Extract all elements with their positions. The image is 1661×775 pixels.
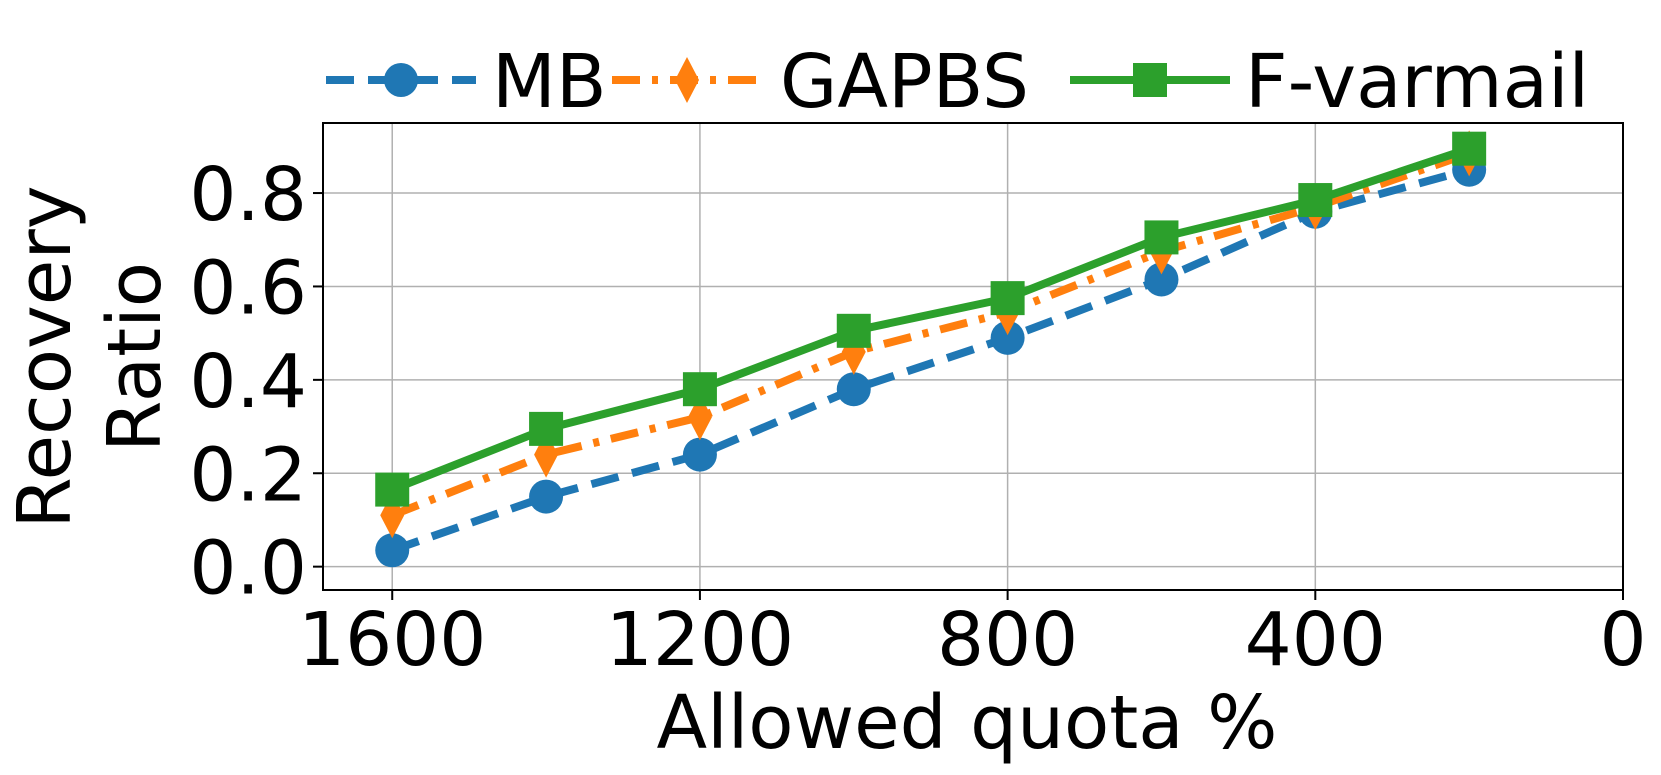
data-point-f-varmail	[375, 472, 410, 507]
legend-item-mb: MB	[326, 39, 607, 125]
data-point-f-varmail	[990, 281, 1025, 316]
legend-label-gapbs: GAPBS	[780, 39, 1029, 125]
legend-marker-mb	[384, 63, 418, 97]
data-point-mb	[375, 533, 410, 568]
series-line-gapbs	[390, 149, 1471, 520]
legend-label-f-varmail: F-varmail	[1245, 39, 1589, 125]
data-point-f-varmail	[1144, 220, 1179, 255]
data-point-mb	[836, 372, 871, 407]
plot-frame	[322, 122, 1624, 591]
series-line-mb	[390, 165, 1471, 555]
legend-marker-f-varmail	[1133, 63, 1167, 97]
legend-label-mb: MB	[492, 39, 607, 125]
y-axis-title-line2: Ratio	[92, 262, 178, 452]
y-tick-label: 0.4	[189, 339, 307, 425]
y-axis-title-line1: Recovery	[2, 185, 88, 528]
data-point-mb	[990, 320, 1025, 355]
x-tick-label: 1600	[298, 597, 486, 683]
data-point-mb	[682, 437, 717, 472]
data-point-f-varmail	[836, 313, 871, 348]
y-tick-label: 0.0	[189, 526, 307, 612]
x-axis-title: Allowed quota %	[657, 680, 1278, 766]
legend-item-f-varmail: F-varmail	[1070, 39, 1589, 125]
y-tick-label: 0.2	[189, 432, 307, 518]
x-tick-label: 400	[1245, 597, 1386, 683]
x-tick-label: 0	[1599, 597, 1646, 683]
y-axis-ticks: 0.00.20.40.60.8	[189, 152, 323, 612]
data-point-f-varmail	[529, 411, 564, 446]
data-point-f-varmail	[1298, 183, 1333, 218]
data-point-f-varmail	[1452, 131, 1487, 166]
legend: MB GAPBS F-varmail	[326, 39, 1589, 125]
series-f-varmail	[375, 131, 1487, 507]
data-point-gapbs	[380, 492, 405, 539]
series-line-f-varmail	[390, 144, 1471, 494]
x-tick-label: 1200	[606, 597, 794, 683]
legend-item-gapbs: GAPBS	[612, 39, 1029, 125]
data-point-mb	[1144, 262, 1179, 297]
data-point-f-varmail	[682, 372, 717, 407]
y-tick-label: 0.8	[189, 152, 307, 238]
y-tick-label: 0.6	[189, 245, 307, 331]
x-tick-label: 800	[937, 597, 1078, 683]
data-point-mb	[529, 479, 564, 514]
series-layer	[375, 130, 1487, 568]
legend-marker-gapbs	[675, 57, 699, 103]
x-axis-ticks: 1600 1200 800 400 0	[298, 590, 1647, 683]
grid-lines	[323, 123, 1624, 590]
